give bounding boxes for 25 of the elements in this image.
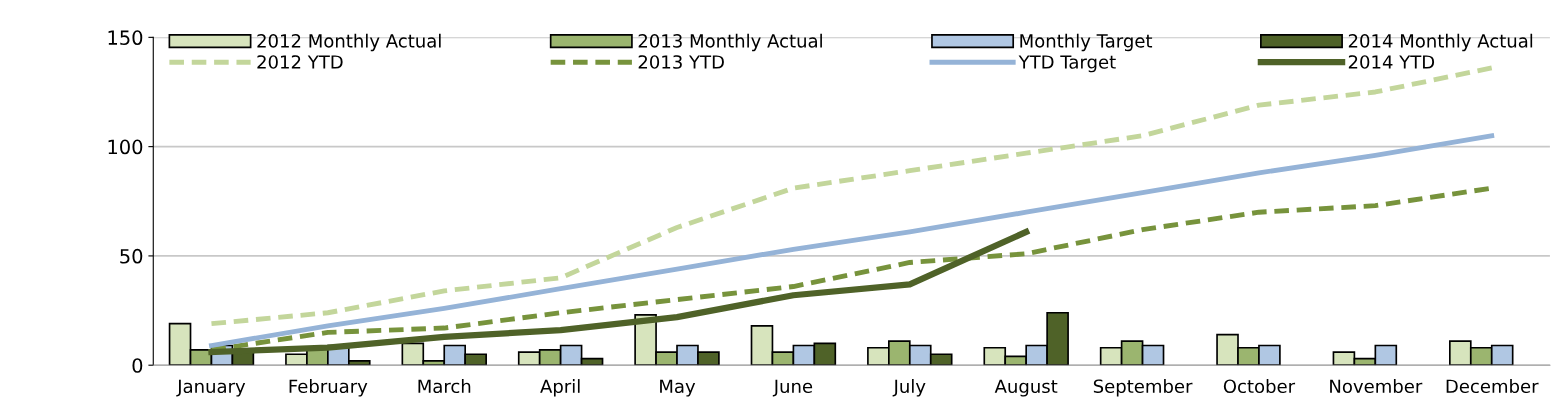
x-tick-label: November	[1330, 379, 1423, 394]
x-tick-label: February	[289, 379, 368, 397]
x-tick-label: January	[176, 379, 246, 397]
line-series	[209, 133, 1495, 348]
y-tick-label: 0	[132, 358, 143, 373]
legend-label: 2014 Monthly Actual	[1348, 33, 1533, 52]
x-tick-label: October	[1223, 379, 1296, 394]
y-tick-label: 150	[108, 30, 143, 46]
legend-label: YTD Target	[1018, 55, 1116, 73]
legend-label: 2012 Monthly Actual	[257, 33, 441, 52]
x-tick-label: June	[772, 379, 813, 397]
legend-label: 2012 YTD	[257, 55, 343, 69]
legend-label: 2014 YTD	[1348, 55, 1435, 69]
y-tick-label: 100	[108, 139, 143, 155]
y-tick-label: 50	[120, 248, 143, 264]
legend-label: Monthly Target	[1020, 33, 1153, 52]
x-tick-label: August	[994, 379, 1058, 397]
legend-label: 2013 Monthly Actual	[638, 33, 822, 52]
x-tick-label: March	[418, 379, 471, 394]
legend-label: 2013 YTD	[638, 55, 724, 69]
x-tick-label: December	[1446, 379, 1539, 394]
x-tick-label: September	[1093, 379, 1193, 397]
x-tick-label: May	[660, 379, 696, 397]
x-tick-label: April	[540, 379, 580, 397]
x-tick-label: July	[892, 379, 926, 397]
